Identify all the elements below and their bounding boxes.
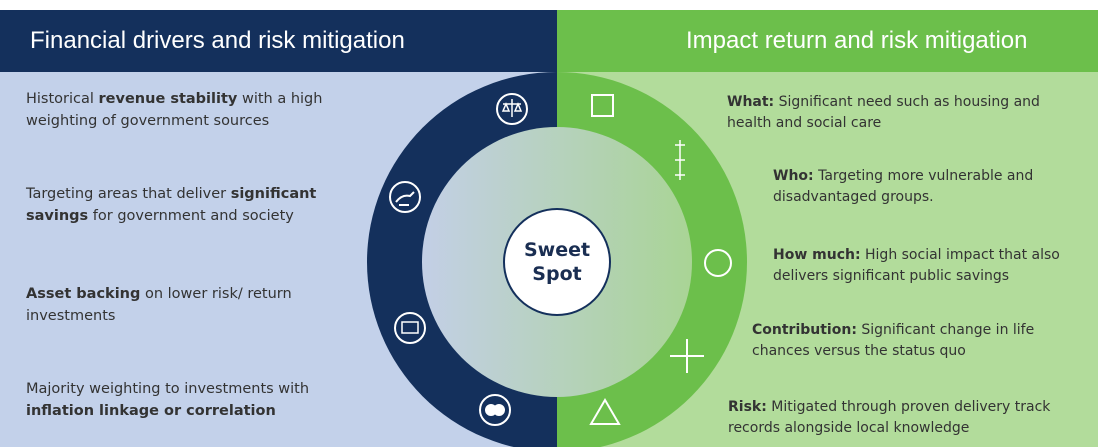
item-text: Significant change in life chances versu… (752, 322, 1035, 359)
text: with a high weighting of government sour… (26, 91, 323, 129)
right-item: What: Significant need such as housing a… (727, 92, 1057, 134)
text: Historical (26, 91, 99, 107)
right-item: Contribution: Significant change in life… (752, 320, 1072, 362)
item-label: Risk: (728, 399, 767, 415)
left-item: Asset backing on lower risk/ return inve… (26, 283, 371, 327)
bold-text: revenue stability (98, 91, 238, 107)
bold-text: significant savings (26, 186, 317, 224)
left-item: Majority weighting to investments with i… (26, 378, 371, 422)
right-item: Who: Targeting more vulnerable and disad… (773, 166, 1073, 208)
item-text: Mitigated through proven delivery track … (728, 399, 1051, 436)
item-label: Contribution: (752, 322, 857, 338)
item-label: How much: (773, 247, 861, 263)
left-item: Targeting areas that deliver significant… (26, 183, 371, 227)
item-label: What: (727, 94, 775, 110)
center-circle (503, 208, 611, 316)
item-text: Significant need such as housing and hea… (727, 94, 1040, 131)
item-text: High social impact that also delivers si… (773, 247, 1060, 284)
item-label: Who: (773, 168, 814, 184)
right-header (557, 10, 1098, 72)
left-item: Historical revenue stability with a high… (26, 88, 371, 132)
item-text: Targeting more vulnerable and disadvanta… (773, 168, 1034, 205)
center-text: Spot (532, 263, 582, 285)
right-item: Risk: Mitigated through proven delivery … (728, 397, 1058, 439)
text: on lower risk/ return investments (26, 286, 292, 324)
text: Targeting areas that deliver (26, 186, 231, 202)
bold-text: Asset backing (26, 286, 141, 302)
text: for government and society (88, 208, 294, 224)
icons (389, 93, 732, 426)
right-title: Impact return and risk mitigation (686, 27, 1028, 54)
text: Majority weighting to investments with (26, 381, 310, 397)
bold-text: inflation linkage or correlation (26, 403, 276, 419)
left-title: Financial drivers and risk mitigation (30, 27, 405, 54)
right-item: How much: High social impact that also d… (773, 245, 1073, 287)
center-text: Sweet (523, 239, 591, 261)
left-header (0, 10, 557, 72)
